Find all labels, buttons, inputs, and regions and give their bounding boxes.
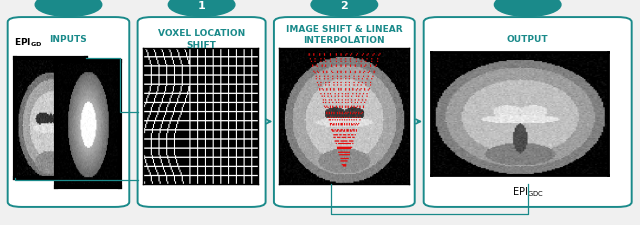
Text: OUTPUT: OUTPUT (507, 35, 548, 44)
Circle shape (495, 0, 561, 17)
FancyBboxPatch shape (424, 18, 632, 207)
Circle shape (168, 0, 235, 17)
Text: IMAGE SHIFT & LINEAR
INTERPOLATION: IMAGE SHIFT & LINEAR INTERPOLATION (286, 25, 403, 45)
FancyBboxPatch shape (274, 18, 415, 207)
Text: 1: 1 (198, 1, 205, 11)
Text: EPI$_{\mathregular{GDC}}$: EPI$_{\mathregular{GDC}}$ (512, 184, 543, 198)
Text: VOXEL LOCATION
SHIFT: VOXEL LOCATION SHIFT (158, 29, 245, 49)
Text: 2: 2 (340, 1, 348, 11)
Circle shape (35, 0, 102, 17)
Circle shape (311, 0, 378, 17)
Text: EPI$_{\mathregular{GD}}$: EPI$_{\mathregular{GD}}$ (14, 36, 42, 49)
FancyBboxPatch shape (8, 18, 129, 207)
FancyBboxPatch shape (138, 18, 266, 207)
Text: INPUTS: INPUTS (50, 35, 87, 44)
Text: GDM: GDM (84, 180, 106, 189)
